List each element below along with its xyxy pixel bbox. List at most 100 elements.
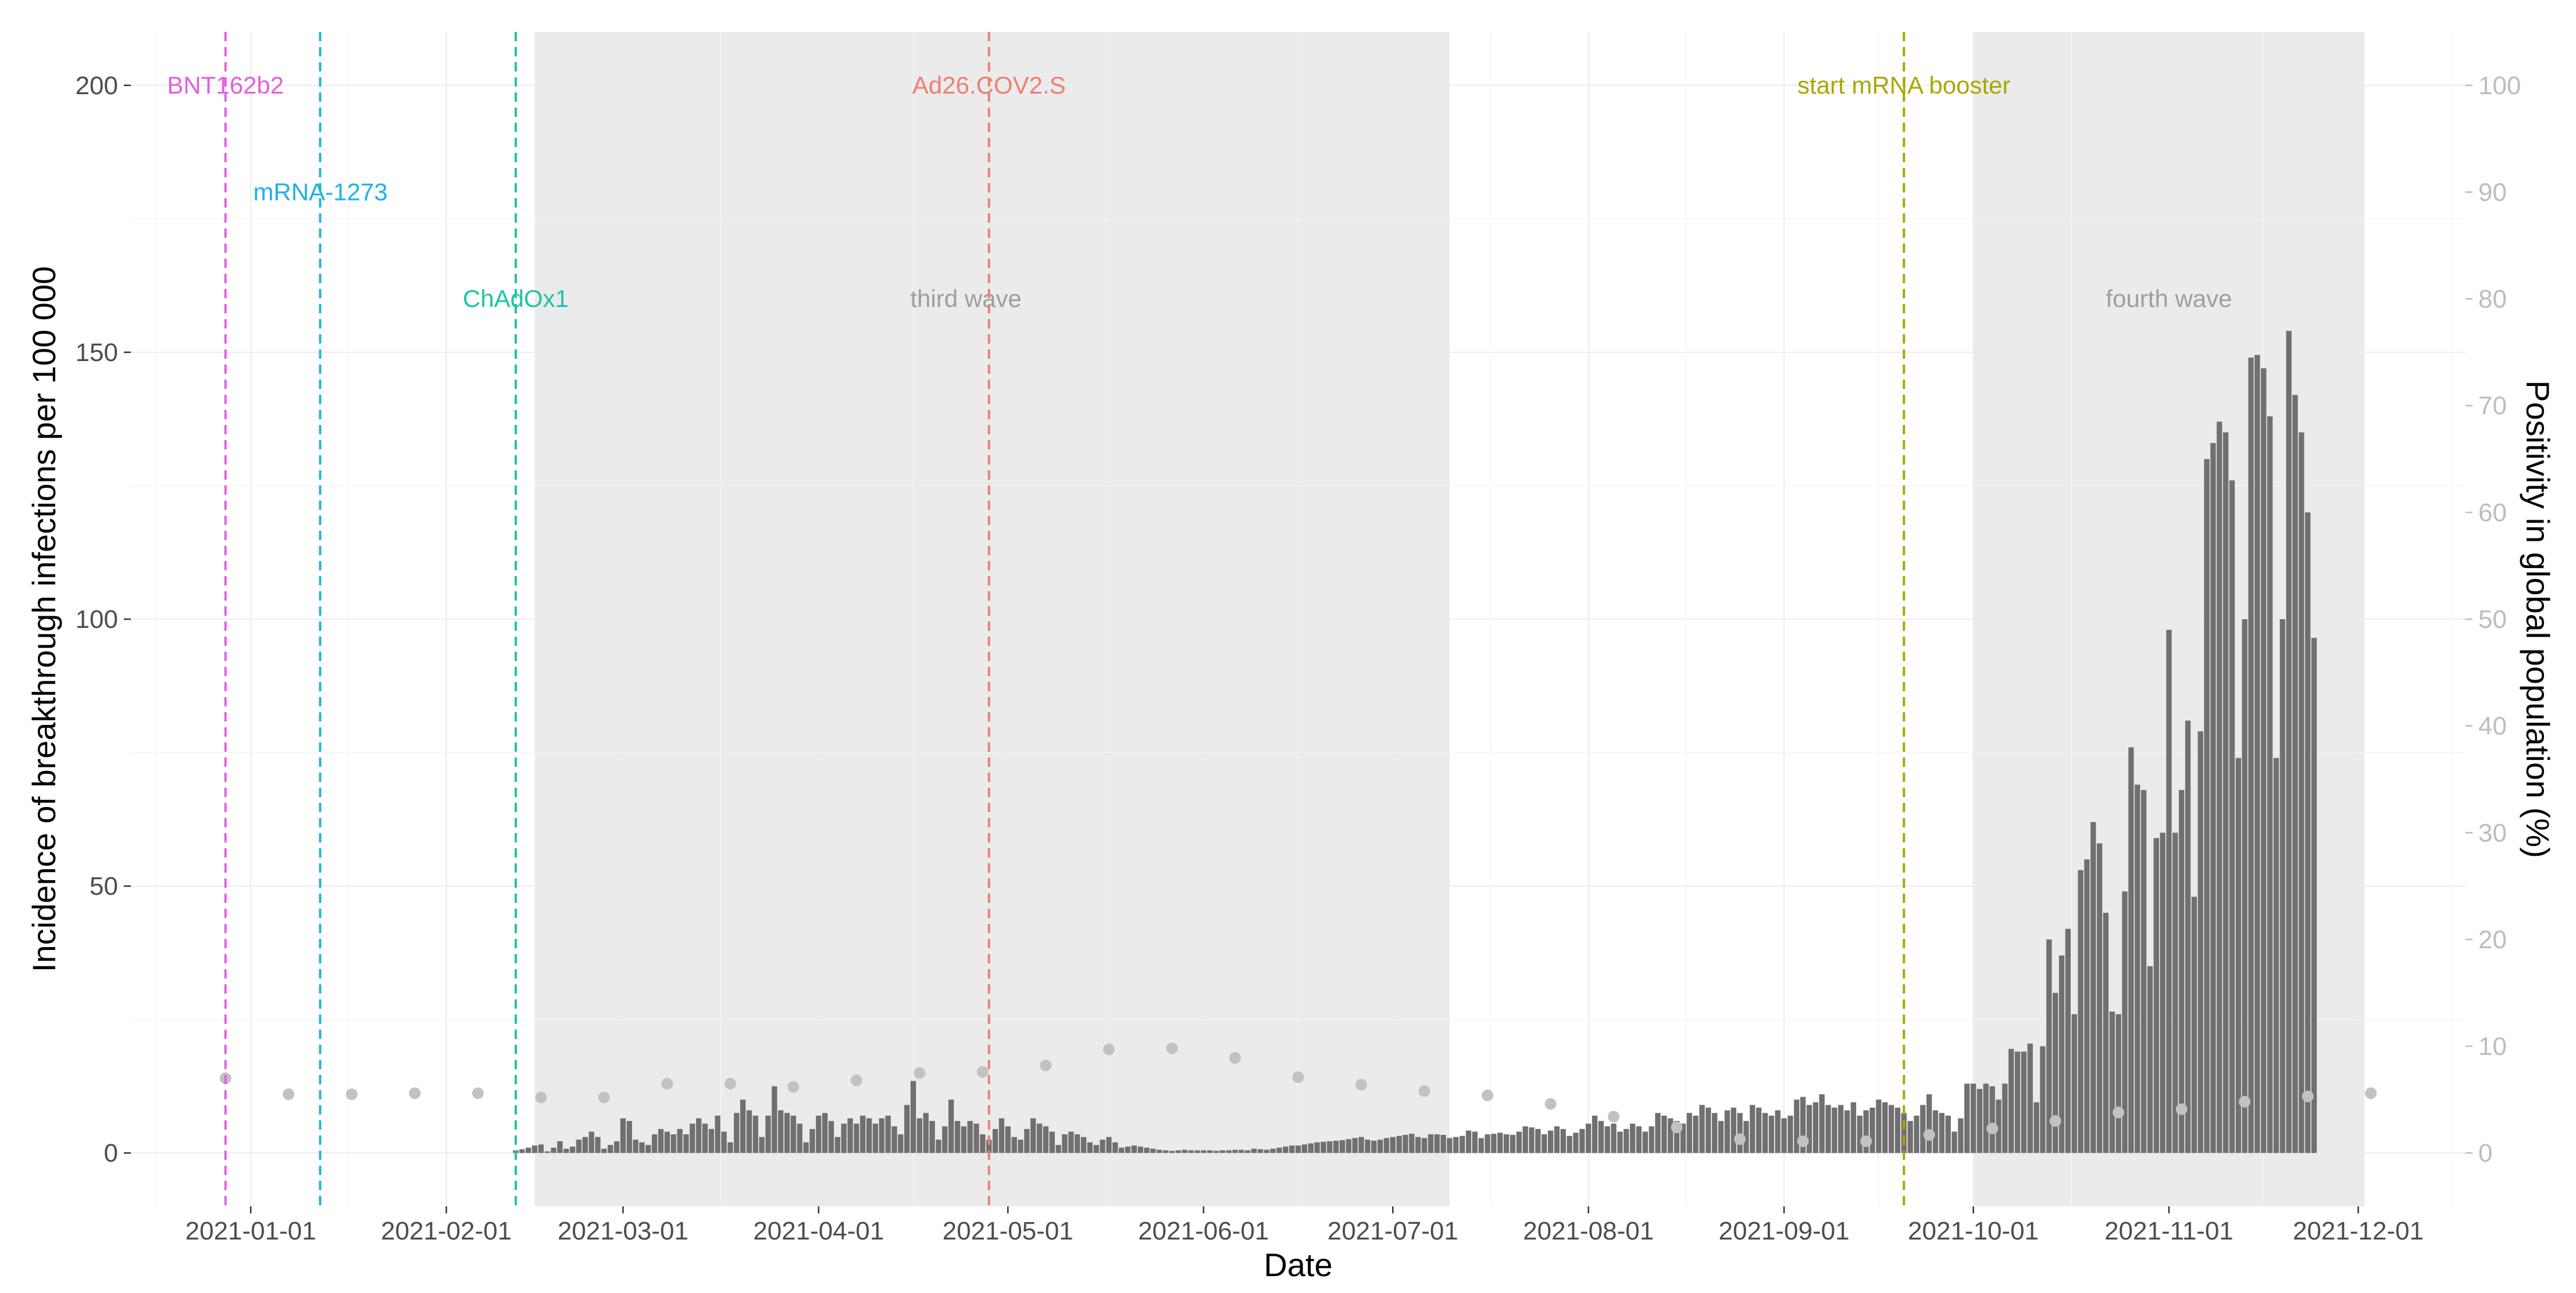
incidence-bar	[2179, 790, 2185, 1153]
incidence-bar	[2140, 790, 2147, 1153]
incidence-bar	[759, 1137, 765, 1153]
incidence-bar	[651, 1134, 658, 1153]
incidence-bar	[690, 1123, 695, 1153]
incidence-bar	[942, 1126, 948, 1153]
incidence-bar	[1724, 1110, 1731, 1153]
incidence-bar	[866, 1118, 872, 1153]
incidence-bar	[1100, 1140, 1105, 1153]
incidence-bar	[1939, 1113, 1945, 1153]
incidence-bar	[695, 1118, 702, 1153]
y-tick-label: 50	[90, 872, 118, 901]
incidence-bar	[2128, 747, 2134, 1153]
incidence-bar	[1415, 1137, 1421, 1153]
incidence-bar	[1018, 1140, 1023, 1153]
incidence-bar	[1106, 1137, 1112, 1153]
incidence-bar	[1920, 1105, 1926, 1153]
incidence-bar	[1162, 1150, 1169, 1153]
vaccine-label-1: BNT162b2	[167, 72, 284, 99]
positivity-point	[2239, 1096, 2251, 1108]
incidence-bar	[854, 1123, 859, 1153]
y2-tick-label: 30	[2478, 819, 2507, 847]
incidence-bar	[2267, 416, 2273, 1153]
incidence-bar	[1169, 1151, 1175, 1153]
incidence-bar	[1806, 1105, 1813, 1153]
incidence-bar	[809, 1128, 815, 1153]
incidence-bar	[1434, 1134, 1440, 1153]
right-axis-title: Positivity in global population (%)	[2520, 380, 2556, 858]
positivity-point	[1103, 1044, 1115, 1056]
incidence-bar	[1661, 1115, 1667, 1153]
incidence-bar	[1144, 1148, 1150, 1153]
incidence-bar	[1377, 1140, 1383, 1153]
y2-tick-label: 100	[2478, 72, 2521, 100]
incidence-bar	[1901, 1113, 1907, 1153]
incidence-bar	[576, 1140, 582, 1153]
incidence-bar	[992, 1128, 998, 1153]
incidence-bar	[1453, 1137, 1459, 1153]
x-tick-label: 2021-07-01	[1328, 1217, 1458, 1245]
x-tick-label: 2021-05-01	[943, 1217, 1073, 1245]
incidence-bar	[765, 1115, 771, 1153]
incidence-bar	[1869, 1108, 1875, 1153]
incidence-bar	[1131, 1145, 1137, 1153]
incidence-bar	[973, 1123, 979, 1153]
incidence-bar	[2096, 843, 2103, 1153]
incidence-bar	[1819, 1094, 1825, 1153]
incidence-bar	[2311, 638, 2317, 1153]
y2-tick-label: 10	[2478, 1033, 2507, 1061]
positivity-point	[409, 1087, 421, 1099]
positivity-point	[2175, 1103, 2188, 1115]
incidence-bar	[1529, 1127, 1535, 1153]
incidence-bar	[1750, 1105, 1756, 1153]
y2-tick-label: 50	[2478, 605, 2507, 634]
incidence-bar	[1011, 1137, 1017, 1153]
incidence-bar	[1686, 1113, 1692, 1153]
x-tick-label: 2021-02-01	[381, 1217, 512, 1245]
incidence-bar	[2197, 731, 2203, 1153]
incidence-bar	[879, 1118, 884, 1153]
incidence-bar	[1352, 1138, 1358, 1153]
incidence-bar	[1699, 1105, 1705, 1153]
incidence-bar	[2103, 913, 2109, 1153]
incidence-bar	[595, 1137, 601, 1153]
incidence-bar	[683, 1134, 689, 1153]
vaccine-label-5: start mRNA booster	[1797, 72, 2010, 99]
wave-label-1: third wave	[910, 285, 1021, 312]
incidence-bar	[1932, 1110, 1939, 1153]
y-tick-label: 100	[76, 605, 118, 634]
incidence-bar	[1264, 1149, 1269, 1153]
incidence-bar	[1945, 1115, 1951, 1153]
incidence-bar	[1718, 1121, 1724, 1153]
incidence-bar	[1314, 1142, 1320, 1153]
y-axis-title: Incidence of breakthrough infections per…	[26, 266, 62, 972]
incidence-bar	[1781, 1118, 1787, 1153]
incidence-bar	[1112, 1142, 1118, 1153]
positivity-point	[535, 1091, 547, 1103]
incidence-bar	[2242, 619, 2247, 1153]
incidence-bar	[1194, 1150, 1200, 1153]
incidence-bar	[1560, 1128, 1566, 1153]
incidence-bar	[1301, 1144, 1308, 1153]
positivity-point	[2049, 1115, 2061, 1127]
incidence-bar	[1857, 1115, 1863, 1153]
incidence-bar	[2160, 833, 2165, 1153]
incidence-bar	[1838, 1105, 1844, 1153]
incidence-bar	[1024, 1128, 1030, 1153]
incidence-bar	[2046, 939, 2052, 1153]
incidence-bar	[639, 1142, 645, 1153]
incidence-bar	[1693, 1115, 1699, 1153]
positivity-point	[1923, 1128, 1935, 1141]
positivity-point	[1292, 1071, 1304, 1083]
incidence-bar	[1125, 1146, 1131, 1153]
incidence-bar	[1585, 1123, 1592, 1153]
incidence-bar	[2135, 784, 2140, 1153]
incidence-bar	[1030, 1118, 1036, 1153]
incidence-bar	[1251, 1148, 1257, 1153]
incidence-bar	[1080, 1137, 1087, 1153]
incidence-bar	[1794, 1099, 1800, 1153]
incidence-bar	[2090, 821, 2096, 1153]
incidence-bar	[1680, 1123, 1686, 1153]
incidence-bar	[746, 1110, 752, 1153]
incidence-bar	[1598, 1121, 1604, 1153]
